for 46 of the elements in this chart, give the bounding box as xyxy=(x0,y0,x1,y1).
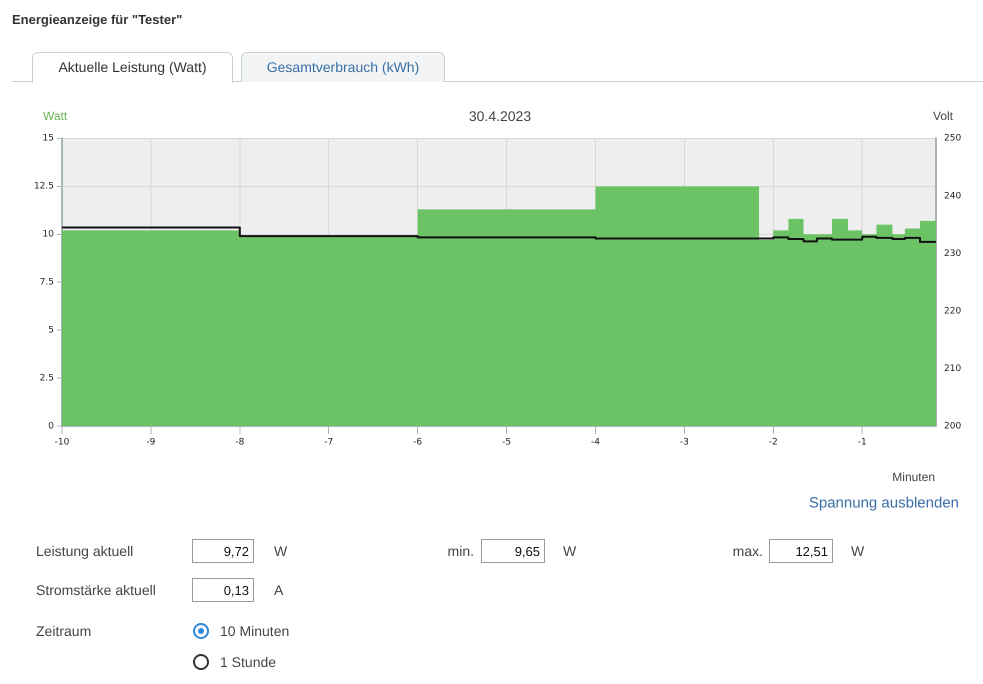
x-tick-label: -3 xyxy=(680,438,689,448)
text: Leistung aktuell xyxy=(36,543,134,559)
x-tick-label: -7 xyxy=(324,438,334,448)
text: Stromstärke aktuell xyxy=(36,582,156,598)
y2-tick-label: 210 xyxy=(944,364,962,374)
text: Spannung ausblenden xyxy=(808,494,959,512)
y2-tick-label: 230 xyxy=(944,248,962,259)
y-tick-label: 5 xyxy=(48,325,54,336)
y2-tick-label: 200 xyxy=(944,421,962,432)
y-axis-title: Watt xyxy=(43,109,68,123)
y2-axis-title: Volt xyxy=(933,109,954,123)
x-tick-label: -1 xyxy=(858,438,867,448)
y-tick-label: 7.5 xyxy=(40,278,54,288)
y-tick-label: 10 xyxy=(42,230,54,240)
text: Gesamtverbrauch (kWh) xyxy=(241,52,445,82)
y-tick-label: 15 xyxy=(42,134,54,144)
text-field: 9,65 xyxy=(481,539,545,563)
text: W xyxy=(274,543,288,559)
text: W xyxy=(563,543,576,559)
text: A xyxy=(274,582,284,598)
text-field: 12,51 xyxy=(769,539,833,563)
x-axis-title: Minuten xyxy=(892,470,935,484)
x-tick-label: -9 xyxy=(146,438,156,448)
text: Aktuelle Leistung (Watt) xyxy=(32,52,233,83)
text-field: 9,72 xyxy=(192,539,254,563)
y-tick-label: 12.5 xyxy=(34,182,54,192)
text: min. xyxy=(448,543,474,559)
text: max. xyxy=(732,543,763,559)
chart-subtitle: 30.4.2023 xyxy=(468,108,532,124)
x-tick-label: -6 xyxy=(413,438,422,448)
x-tick-label: -2 xyxy=(768,438,778,448)
y2-tick-label: 220 xyxy=(944,306,962,316)
text: W xyxy=(851,543,864,559)
text: 10 Minuten xyxy=(220,623,290,639)
x-tick-label: -10 xyxy=(54,438,70,448)
text: Zeitraum xyxy=(36,623,92,639)
y2-tick-label: 240 xyxy=(944,191,962,202)
x-tick-label: -8 xyxy=(235,438,245,448)
y2-tick-label: 250 xyxy=(944,134,962,144)
y-tick-label: 0 xyxy=(48,421,54,432)
y-tick-label: 2.5 xyxy=(40,373,54,384)
text-field: 0,13 xyxy=(192,578,254,602)
chart-title: Energieanzeige für "Tester" xyxy=(12,12,182,27)
x-tick-label: -4 xyxy=(590,438,600,448)
x-tick-label: -5 xyxy=(502,438,512,448)
text: 1 Stunde xyxy=(220,654,276,670)
